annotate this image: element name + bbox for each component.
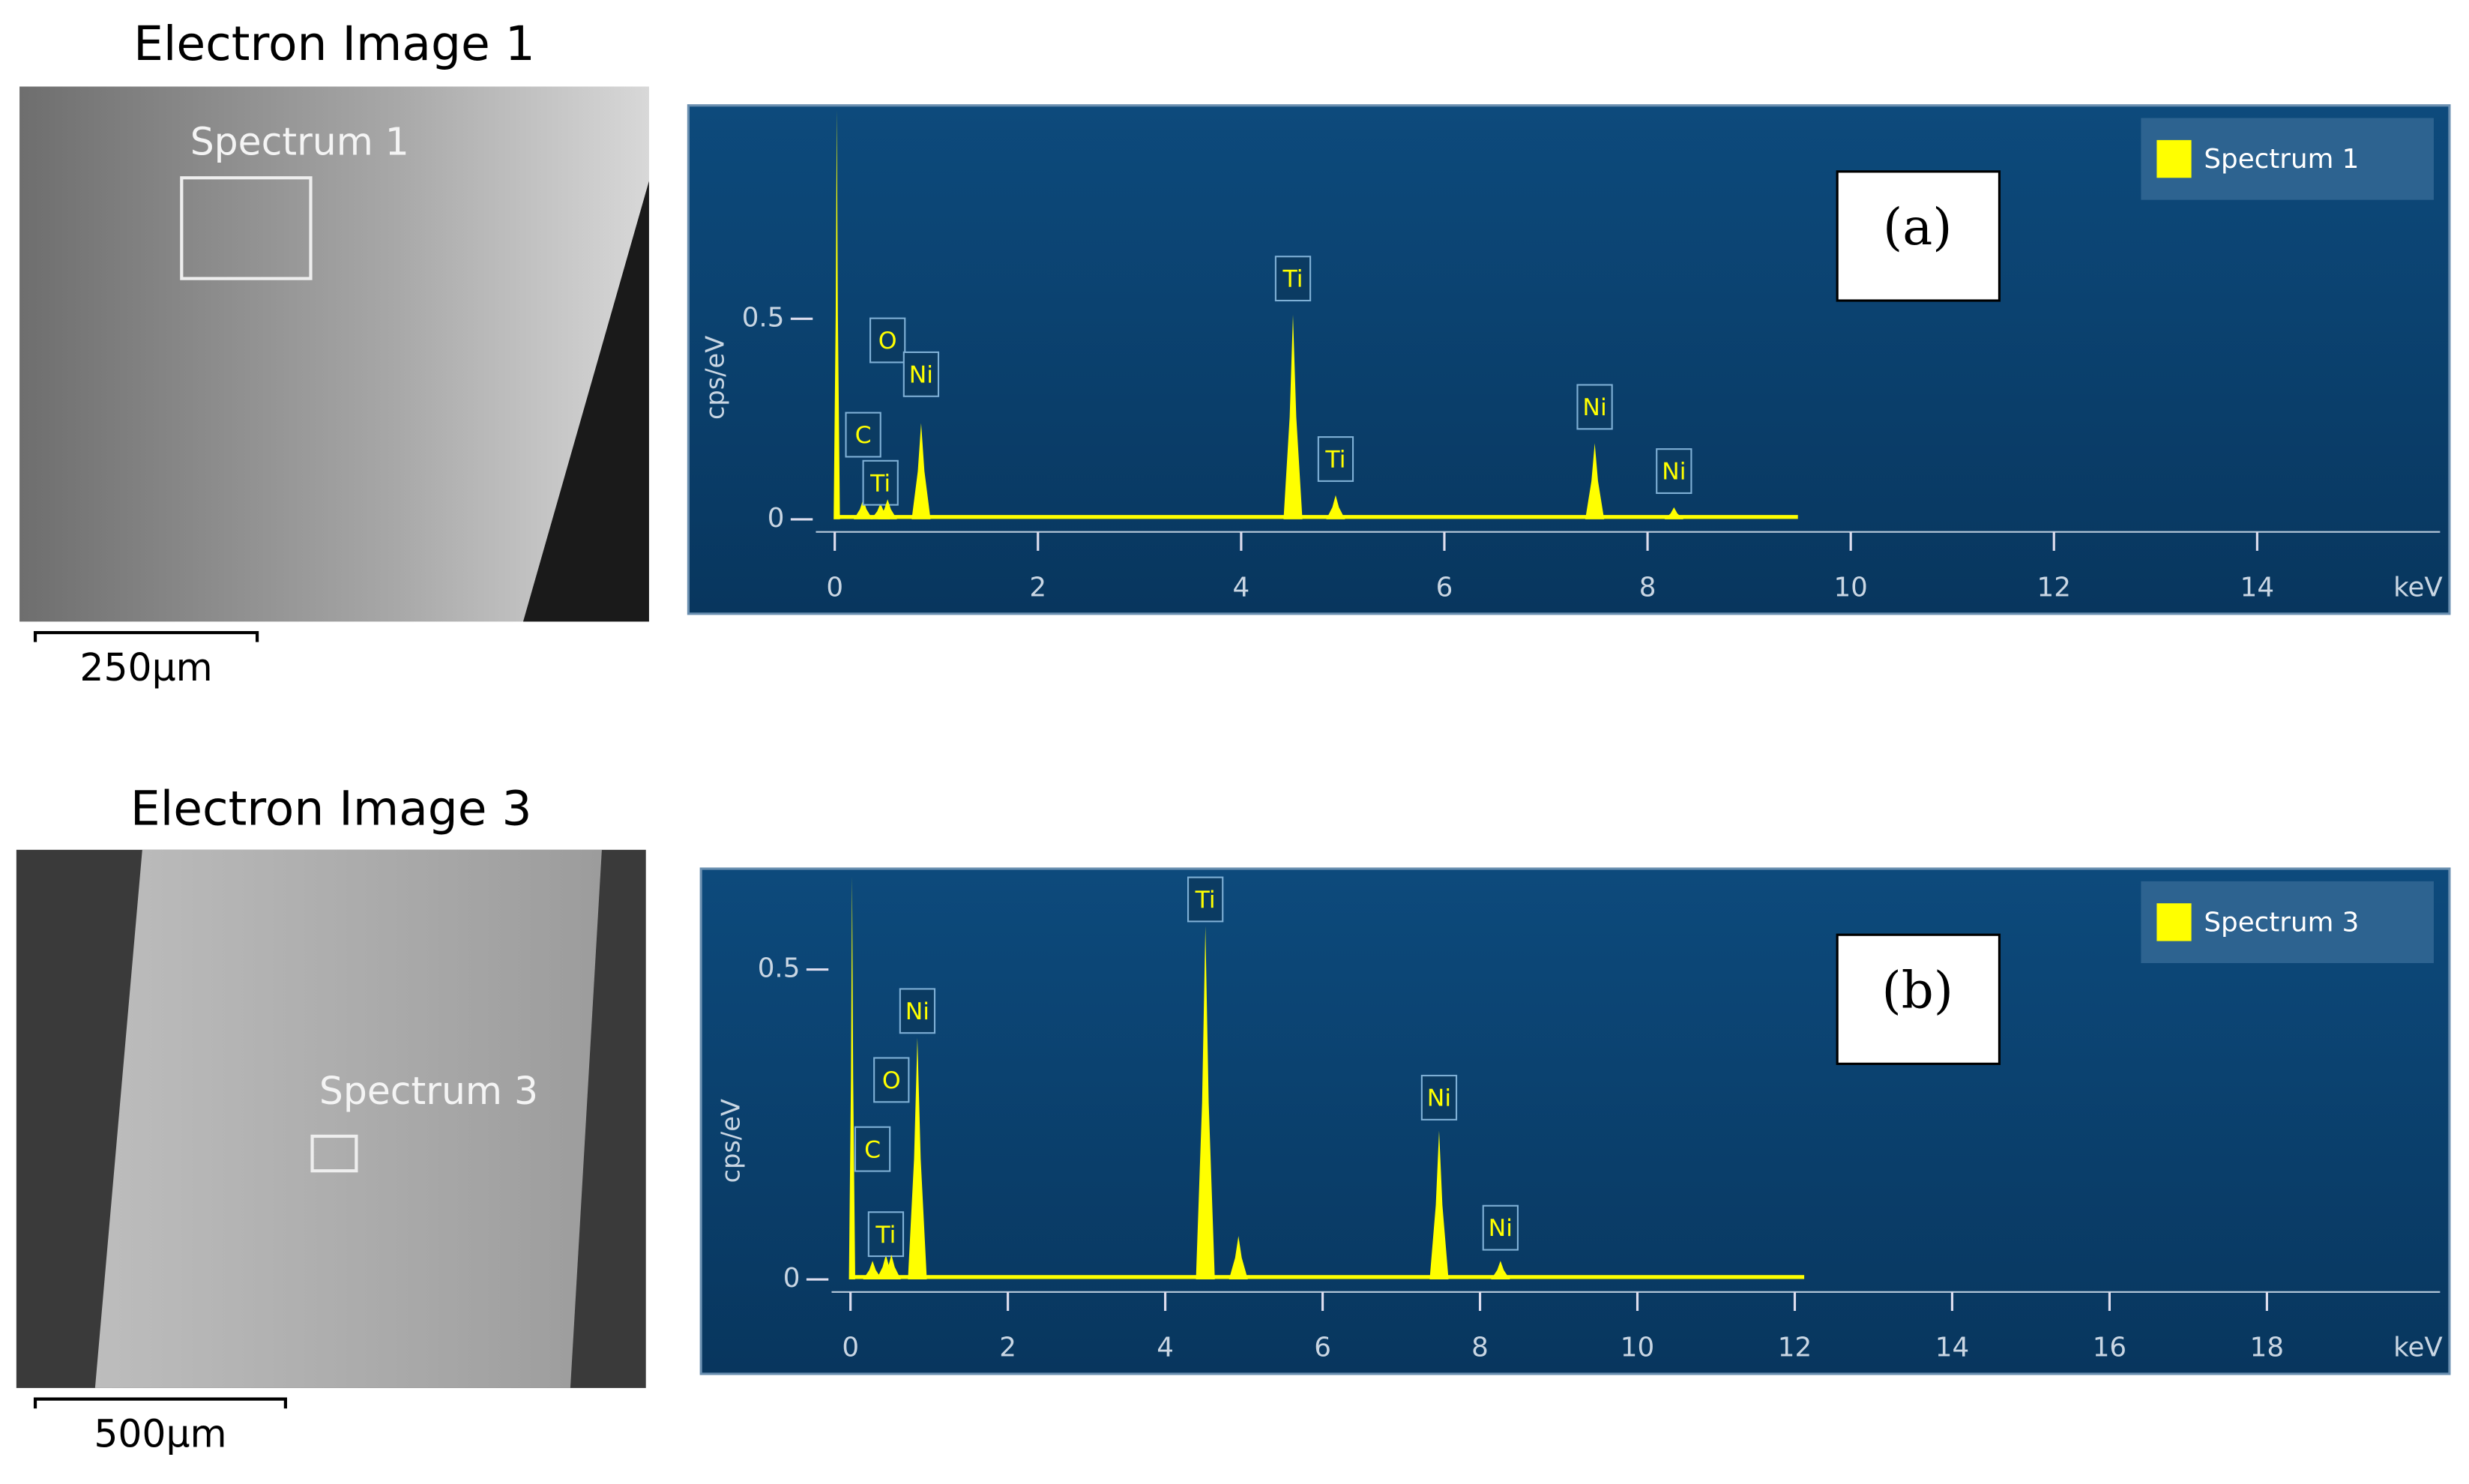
peak-label: Ni xyxy=(1427,1085,1451,1112)
legend-label: Spectrum 1 xyxy=(2204,144,2359,175)
x-tick-label: 10 xyxy=(1621,1332,1654,1363)
peak xyxy=(1664,507,1683,519)
panel-label: (a) xyxy=(1883,198,1952,256)
peak xyxy=(833,109,840,519)
peak xyxy=(854,499,873,519)
x-tick-label: 6 xyxy=(1436,572,1453,603)
roi-box xyxy=(310,1134,358,1173)
y-tick-label: 0.5 xyxy=(742,302,785,333)
roi-box xyxy=(180,176,313,280)
peak xyxy=(1196,926,1215,1280)
legend-swatch xyxy=(2156,139,2192,178)
y-tick-label: 0.5 xyxy=(758,953,801,984)
peak-label: Ni xyxy=(1582,394,1606,421)
peak-label-box xyxy=(899,988,936,1034)
peak-label: O xyxy=(878,328,897,355)
x-tick-label: 2 xyxy=(999,1332,1016,1363)
legend-swatch xyxy=(2156,903,2192,941)
peak-label: Ni xyxy=(905,998,929,1025)
sem-image xyxy=(19,86,649,622)
peak xyxy=(881,1254,901,1280)
peak-label-box xyxy=(1482,1204,1519,1251)
x-tick-label: 2 xyxy=(1029,572,1046,603)
peak xyxy=(863,1261,882,1280)
y-axis-label: cps/eV xyxy=(701,336,730,420)
peak-label: C xyxy=(864,1136,881,1163)
scale-bar xyxy=(33,1397,287,1409)
peak-label: Ti xyxy=(1324,447,1345,474)
panel-label-box xyxy=(1836,170,2001,302)
peak-label-box xyxy=(1317,436,1354,482)
roi-label: Spectrum 3 xyxy=(319,1069,538,1113)
scale-bar xyxy=(33,630,259,642)
x-tick-label: 0 xyxy=(826,572,843,603)
peak-label-box xyxy=(1656,448,1692,494)
peak xyxy=(1283,314,1303,519)
peak-label: C xyxy=(855,422,872,449)
x-tick-label: 16 xyxy=(2093,1332,2126,1363)
scale-bar-label: 500µm xyxy=(94,1412,226,1456)
x-tick-label: 10 xyxy=(1833,572,1867,603)
peak-label-box xyxy=(873,1057,910,1103)
peak xyxy=(1491,1261,1510,1280)
x-tick-label: 8 xyxy=(1639,572,1656,603)
x-axis-label: keV xyxy=(2393,1332,2443,1363)
image-title: Electron Image 1 xyxy=(133,16,535,71)
peak-label-box xyxy=(1187,876,1224,923)
peak-label: Ni xyxy=(1489,1215,1513,1242)
peak xyxy=(1229,1236,1248,1280)
x-axis-label: keV xyxy=(2393,572,2443,603)
y-tick-label: 0 xyxy=(768,503,785,534)
peak-label-box xyxy=(862,459,899,506)
peak-label-box xyxy=(1274,256,1312,302)
peak-label-box xyxy=(869,317,906,364)
x-tick-label: 0 xyxy=(842,1332,859,1363)
peak-label-box xyxy=(902,351,940,397)
peak-label-box xyxy=(854,1126,891,1172)
peak-label: Ti xyxy=(1195,887,1216,914)
peak-label: O xyxy=(882,1067,901,1094)
x-tick-label: 12 xyxy=(1778,1332,1812,1363)
roi-label: Spectrum 1 xyxy=(190,120,409,164)
image-title: Electron Image 3 xyxy=(130,782,532,836)
peak-label-box xyxy=(1576,384,1613,430)
peak-label: Ti xyxy=(1282,266,1303,293)
peak xyxy=(1326,495,1345,519)
y-tick-label: 0 xyxy=(783,1263,801,1294)
peak xyxy=(911,423,931,519)
peak-label: Ni xyxy=(1662,459,1686,486)
peak xyxy=(1429,1130,1449,1280)
peak xyxy=(878,499,897,519)
panel-label-box xyxy=(1836,933,2001,1065)
x-tick-label: 6 xyxy=(1314,1332,1331,1363)
peak-label-box xyxy=(1420,1075,1458,1120)
peak xyxy=(908,1037,927,1280)
x-tick-label: 12 xyxy=(2037,572,2071,603)
x-tick-label: 14 xyxy=(2240,572,2274,603)
scale-bar-label: 250µm xyxy=(79,645,212,690)
sem-wire xyxy=(94,849,602,1388)
x-tick-label: 14 xyxy=(1935,1332,1969,1363)
y-axis-label: cps/eV xyxy=(717,1099,746,1183)
peak-label: Ni xyxy=(909,361,933,388)
peak-label-box xyxy=(845,411,881,458)
peak xyxy=(1585,443,1605,519)
legend-label: Spectrum 3 xyxy=(2204,908,2359,938)
peak-label-box xyxy=(867,1211,905,1258)
peak xyxy=(848,876,855,1280)
peak-label: Ti xyxy=(869,470,890,497)
peak-label: Ti xyxy=(875,1222,896,1249)
x-tick-label: 4 xyxy=(1157,1332,1174,1363)
sem-shadow xyxy=(522,181,649,622)
x-tick-label: 4 xyxy=(1233,572,1250,603)
x-tick-label: 18 xyxy=(2250,1332,2284,1363)
panel-label: (b) xyxy=(1882,961,1953,1019)
x-tick-label: 8 xyxy=(1471,1332,1489,1363)
